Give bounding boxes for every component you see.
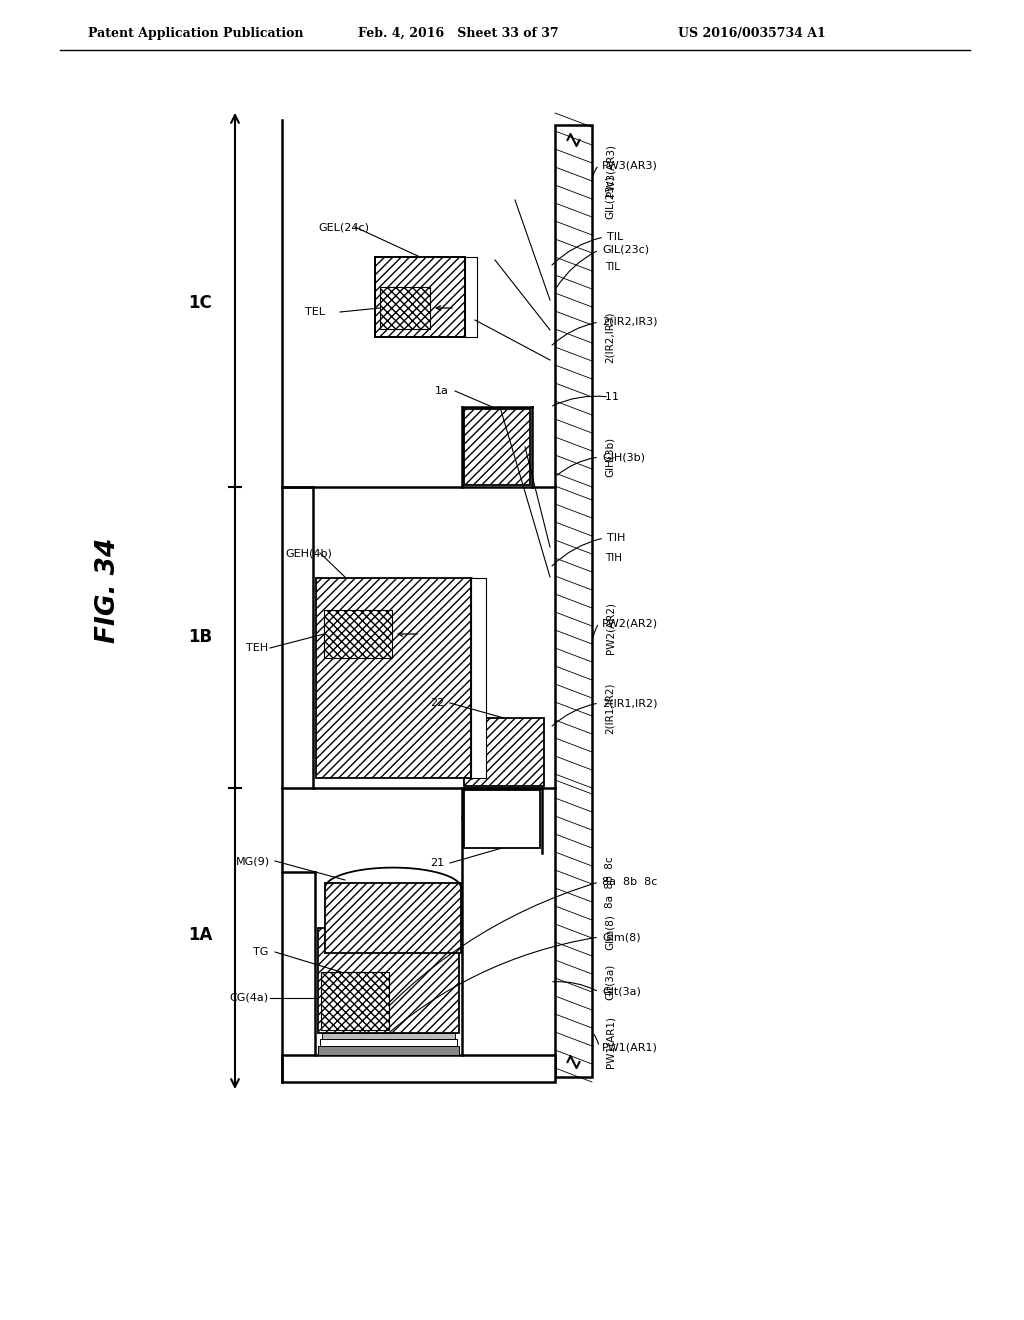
Text: 1C: 1C [188,294,212,313]
Text: PW3(AR3): PW3(AR3) [605,144,615,195]
Text: GIL(23c): GIL(23c) [602,246,649,255]
Bar [282,1055,555,1082]
Text: Patent Application Publication: Patent Application Publication [88,26,303,40]
Text: 1: 1 [605,392,611,403]
Bar [324,610,392,657]
Text: TIL: TIL [605,261,620,272]
Text: GIH(3b): GIH(3b) [602,451,645,462]
Text: 1B: 1B [188,628,212,647]
Text: TG: TG [253,946,268,957]
Text: PW2(AR2): PW2(AR2) [605,602,615,653]
Text: 2(IR1,IR2): 2(IR1,IR2) [605,682,615,734]
Text: PW3(AR3): PW3(AR3) [602,160,657,170]
Bar [375,257,465,337]
Text: GIt(3a): GIt(3a) [602,987,641,997]
Bar [321,972,389,1030]
Text: CG(4a): CG(4a) [229,993,268,1003]
Bar [325,883,461,953]
Bar [464,409,530,484]
Text: 8a  8b  8c: 8a 8b 8c [605,857,615,908]
Bar [464,789,540,847]
Bar [555,125,592,1077]
Text: TEH: TEH [246,643,268,653]
Bar [319,1039,457,1045]
Text: FIG. 34: FIG. 34 [95,537,121,643]
Text: Feb. 4, 2016   Sheet 33 of 37: Feb. 4, 2016 Sheet 33 of 37 [358,26,559,40]
Text: 22: 22 [430,698,444,708]
Text: GIH(3b): GIH(3b) [605,437,615,477]
Text: TIH: TIH [607,533,626,543]
Text: GIL(23c): GIL(23c) [605,176,615,219]
Text: GIm(8): GIm(8) [605,913,615,950]
Text: GEH(4b): GEH(4b) [285,548,332,558]
Bar [322,1034,455,1039]
Text: 1: 1 [612,392,618,403]
Text: 1a: 1a [435,385,449,396]
Bar [380,286,430,329]
Text: GIt(3a): GIt(3a) [605,964,615,1001]
Bar [316,578,471,777]
Text: MG(9): MG(9) [236,855,270,866]
Text: TIH: TIH [605,553,622,564]
Text: US 2016/0035734 A1: US 2016/0035734 A1 [678,26,825,40]
Text: PW1(AR1): PW1(AR1) [602,1041,657,1052]
Bar [471,578,486,777]
Text: 1A: 1A [187,927,212,944]
Text: TIL: TIL [607,232,624,242]
Text: PW2(AR2): PW2(AR2) [602,618,658,628]
Bar [465,257,477,337]
Text: 2(IR2,IR3): 2(IR2,IR3) [602,317,657,327]
Text: GEL(24c): GEL(24c) [318,222,369,232]
Text: GIm(8): GIm(8) [602,932,641,942]
Bar [318,928,459,1034]
Text: TEL: TEL [305,308,325,317]
Bar [464,718,544,785]
Text: 2(IR2,IR3): 2(IR2,IR3) [605,312,615,363]
Text: 8a  8b  8c: 8a 8b 8c [602,876,657,887]
Text: 2(IR1,IR2): 2(IR1,IR2) [602,698,657,708]
Text: 21: 21 [430,858,444,869]
Bar [318,1045,459,1055]
Text: PW1(AR1): PW1(AR1) [605,1016,615,1068]
